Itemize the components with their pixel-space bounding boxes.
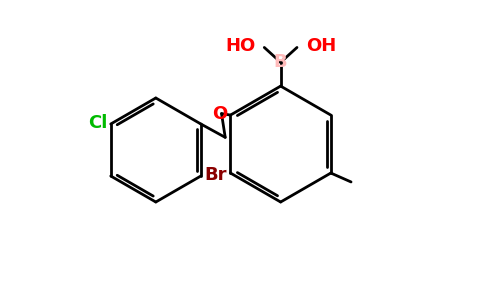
- Text: OH: OH: [306, 37, 336, 55]
- Text: O: O: [212, 105, 227, 123]
- Text: B: B: [274, 53, 287, 71]
- Text: HO: HO: [225, 37, 256, 55]
- Text: Br: Br: [204, 166, 227, 184]
- Text: Cl: Cl: [88, 114, 107, 132]
